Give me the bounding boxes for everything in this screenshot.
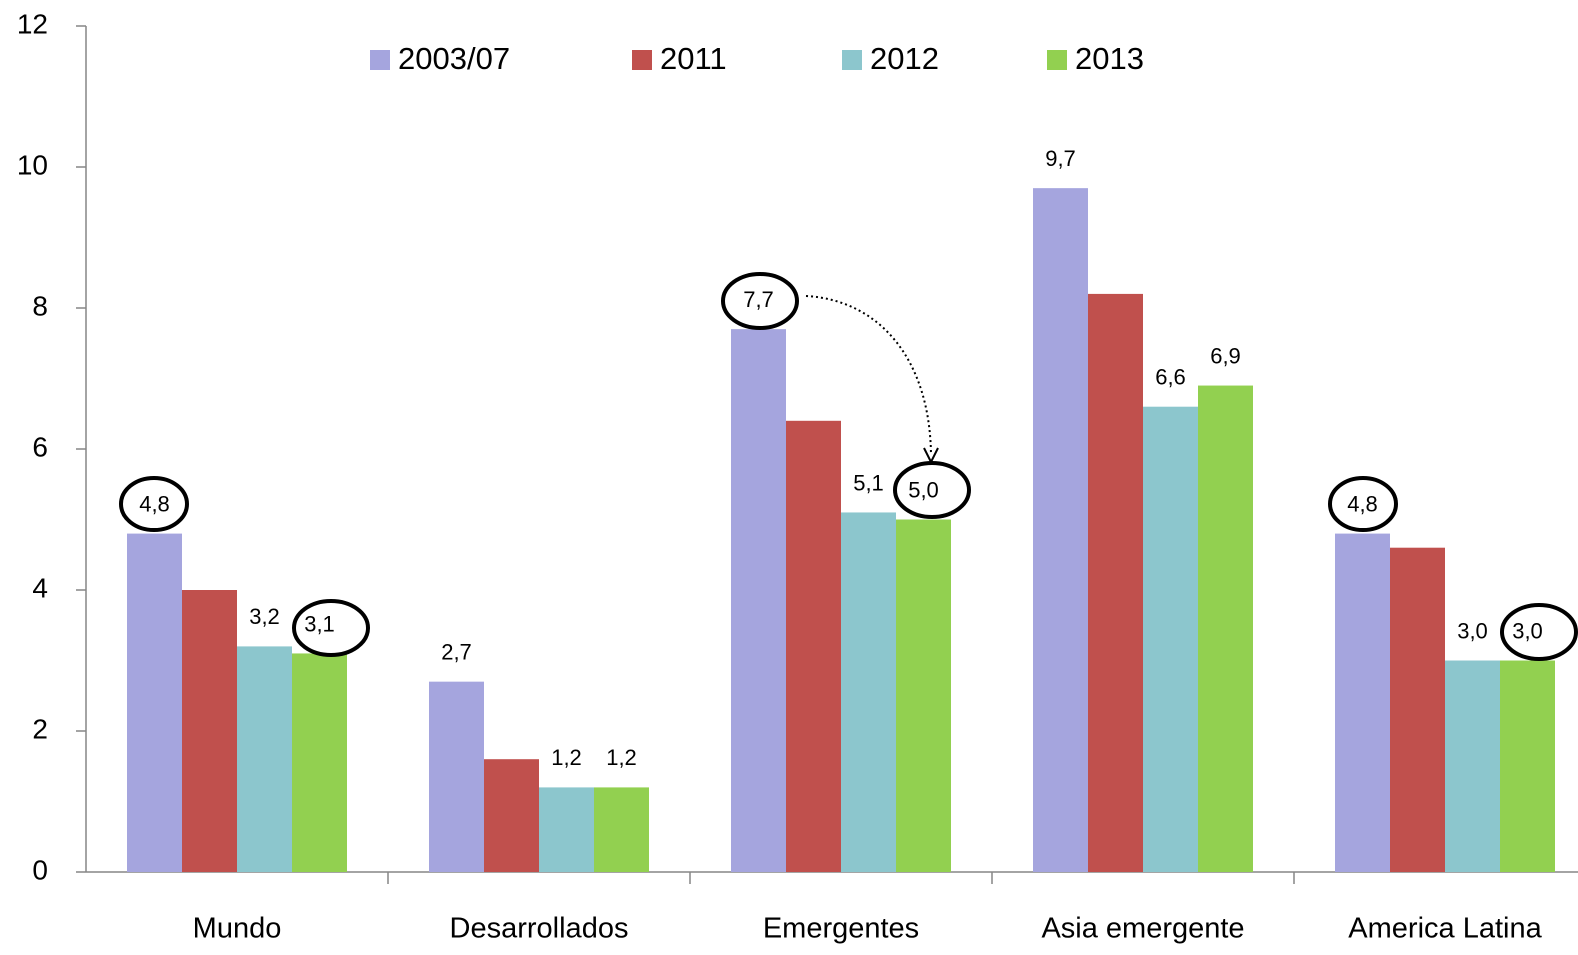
legend-label: 2011 (660, 41, 727, 76)
highlight-circle (119, 476, 189, 532)
value-label: 5,1 (853, 470, 884, 495)
bar (182, 590, 237, 872)
legend-label: 2013 (1075, 41, 1144, 76)
bar (1335, 533, 1390, 872)
bar (731, 329, 786, 872)
bar (237, 646, 292, 872)
highlight-circle (1328, 476, 1398, 532)
x-tick-label: Mundo (193, 913, 282, 945)
bar (1198, 385, 1253, 872)
highlight-circle (1500, 603, 1578, 661)
value-label: 9,7 (1045, 146, 1076, 171)
highlight-circle (721, 272, 799, 330)
y-tick-label: 0 (32, 854, 48, 885)
bar (1088, 293, 1143, 872)
value-label: 1,2 (551, 745, 582, 770)
value-label: 6,9 (1210, 343, 1241, 368)
value-label: 3,0 (1457, 618, 1488, 643)
legend-swatch (370, 50, 390, 70)
y-tick-label: 6 (32, 431, 48, 462)
legend-swatch (1047, 50, 1067, 70)
y-tick-label: 12 (17, 8, 48, 39)
legend-swatch (842, 50, 862, 70)
arrow-head (923, 447, 939, 465)
value-label: 7,7 (743, 287, 774, 312)
value-label: 3,2 (249, 604, 280, 629)
value-label: 6,6 (1155, 365, 1186, 390)
bar (1033, 188, 1088, 872)
legend-swatch (632, 50, 652, 70)
y-tick-label: 2 (32, 713, 48, 744)
value-label: 5,0 (908, 477, 939, 502)
bar (429, 681, 484, 872)
value-label: 3,0 (1512, 618, 1543, 643)
highlight-circle (893, 461, 971, 519)
bar (539, 787, 594, 872)
arrow (805, 295, 932, 456)
bar (127, 533, 182, 872)
y-tick-label: 8 (32, 290, 48, 321)
bar (841, 512, 896, 872)
x-tick-label: Asia emergente (1041, 913, 1244, 945)
bar (1500, 660, 1555, 872)
bar (594, 787, 649, 872)
value-label: 1,2 (606, 745, 637, 770)
bar (896, 519, 951, 872)
value-label: 4,8 (1347, 491, 1378, 516)
value-label: 3,1 (304, 611, 335, 636)
x-tick-label: America Latina (1348, 913, 1542, 945)
bar (292, 653, 347, 872)
legend-label: 2012 (870, 41, 939, 76)
x-tick-label: Desarrollados (450, 913, 629, 945)
y-tick-label: 4 (32, 572, 48, 603)
value-label: 4,8 (139, 491, 170, 516)
plot: 0 2 4 6 8 10 12 Mundo Desarrollados Emergentes Asi… (17, 8, 1578, 945)
bar (786, 420, 841, 872)
legend-label: 2003/07 (398, 41, 510, 76)
bar (1390, 547, 1445, 872)
highlight-circle (292, 599, 370, 657)
y-tick-label: 10 (17, 149, 48, 180)
annotations (119, 272, 1578, 661)
bar (1445, 660, 1500, 872)
value-label: 2,7 (441, 639, 472, 664)
bar (484, 759, 539, 872)
bar (1143, 406, 1198, 872)
x-tick-label: Emergentes (763, 913, 919, 945)
